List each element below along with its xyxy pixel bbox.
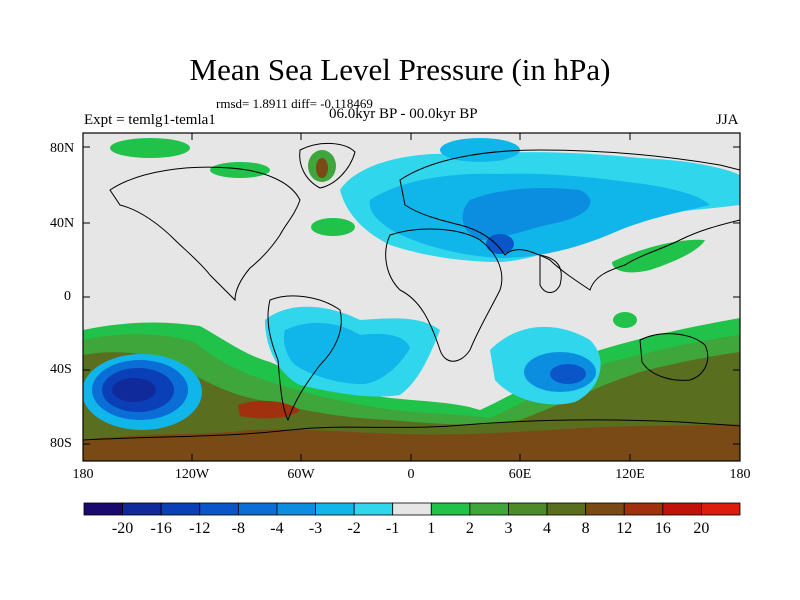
axis-ticks [83, 133, 740, 461]
arctic-positive-2 [210, 162, 270, 178]
greenland-outline [299, 143, 356, 189]
colorbar-label: -3 [308, 520, 323, 537]
colorbar-swatch [701, 502, 741, 516]
north-pacific-positive [612, 239, 705, 273]
colorbar-label: 16 [654, 520, 671, 537]
south-pacific-low-center [112, 378, 156, 402]
colorbar-label: 4 [543, 520, 552, 537]
colorbar-label: -8 [231, 520, 245, 537]
lat-label-40n: 40N [50, 216, 75, 231]
pressure-field [83, 133, 740, 461]
colorbar-label: -4 [270, 520, 284, 537]
colorbar-label: -12 [189, 520, 211, 537]
lat-label-80s: 80S [50, 436, 72, 451]
pacific-small-positive [613, 312, 637, 328]
colorbar-swatch [469, 502, 509, 516]
colorbar [83, 502, 741, 516]
colorbar-label: -16 [150, 520, 172, 537]
indian-ocean-negative-core [550, 364, 586, 384]
colorbar-label: 20 [693, 520, 710, 537]
lat-label-40s: 40S [50, 362, 72, 377]
colorbar-swatch [662, 502, 702, 516]
north-america-outline [109, 166, 301, 302]
lon-label-60w: 60W [287, 467, 315, 482]
middle-east-low [486, 234, 514, 254]
colorbar-swatch [160, 502, 201, 516]
lon-label-60e: 60E [508, 467, 532, 482]
experiment-label: Expt = temlg1-temla1 [84, 112, 216, 128]
arctic-negative [440, 138, 520, 162]
colorbar-swatch [276, 502, 316, 516]
map-title: Mean Sea Level Pressure (in hPa) [189, 52, 611, 87]
colorbar-swatch [83, 502, 123, 516]
colorbar-swatch [508, 502, 548, 516]
lon-label-0: 0 [407, 467, 415, 482]
greenland-core [316, 158, 328, 178]
colorbar-swatch [199, 502, 239, 516]
arctic-positive-1 [110, 138, 190, 158]
eurasia-negative-core [462, 188, 591, 240]
south-america-outline [267, 295, 342, 422]
colorbar-swatch [430, 502, 471, 516]
lon-label-120w: 120W [174, 467, 210, 482]
colorbar-label: 2 [465, 520, 474, 537]
colorbar-swatch [237, 502, 278, 516]
coastlines [83, 143, 740, 441]
colorbar-label: -2 [347, 520, 361, 537]
south-atlantic-negative-mid [283, 322, 410, 385]
colorbar-label: -1 [386, 520, 400, 537]
lon-label-180e: 180 [729, 467, 751, 482]
lat-label-eq: 0 [64, 289, 71, 304]
north-atlantic-positive [311, 218, 355, 236]
colorbar-label: 1 [427, 520, 436, 537]
eurasia-outline [399, 149, 740, 291]
season-label: JJA [716, 112, 739, 128]
stats-line: rmsd= 1.8911 diff= -0.118469 [216, 96, 373, 111]
lon-label-120e: 120E [615, 467, 645, 482]
colorbar-swatch [585, 502, 625, 516]
colorbar-label: 8 [581, 520, 590, 537]
antarctica-outline [83, 419, 740, 441]
lon-label-180w: 180 [72, 467, 94, 482]
australia-outline [639, 333, 709, 381]
time-slice-label: 06.0kyr BP - 00.0kyr BP [329, 106, 478, 122]
colorbar-label: -20 [111, 520, 134, 537]
colorbar-label: 12 [616, 520, 633, 537]
lat-label-80n: 80N [50, 141, 75, 156]
colorbar-swatch [122, 502, 162, 516]
colorbar-swatch [623, 502, 664, 516]
colorbar-swatch [315, 502, 355, 516]
africa-outline [385, 228, 503, 362]
colorbar-swatch [353, 502, 394, 516]
colorbar-swatch [546, 502, 587, 516]
colorbar-label: 3 [504, 520, 513, 537]
south-pacific-hot [238, 400, 300, 419]
india-outline [539, 254, 562, 293]
colorbar-swatch [392, 502, 432, 516]
